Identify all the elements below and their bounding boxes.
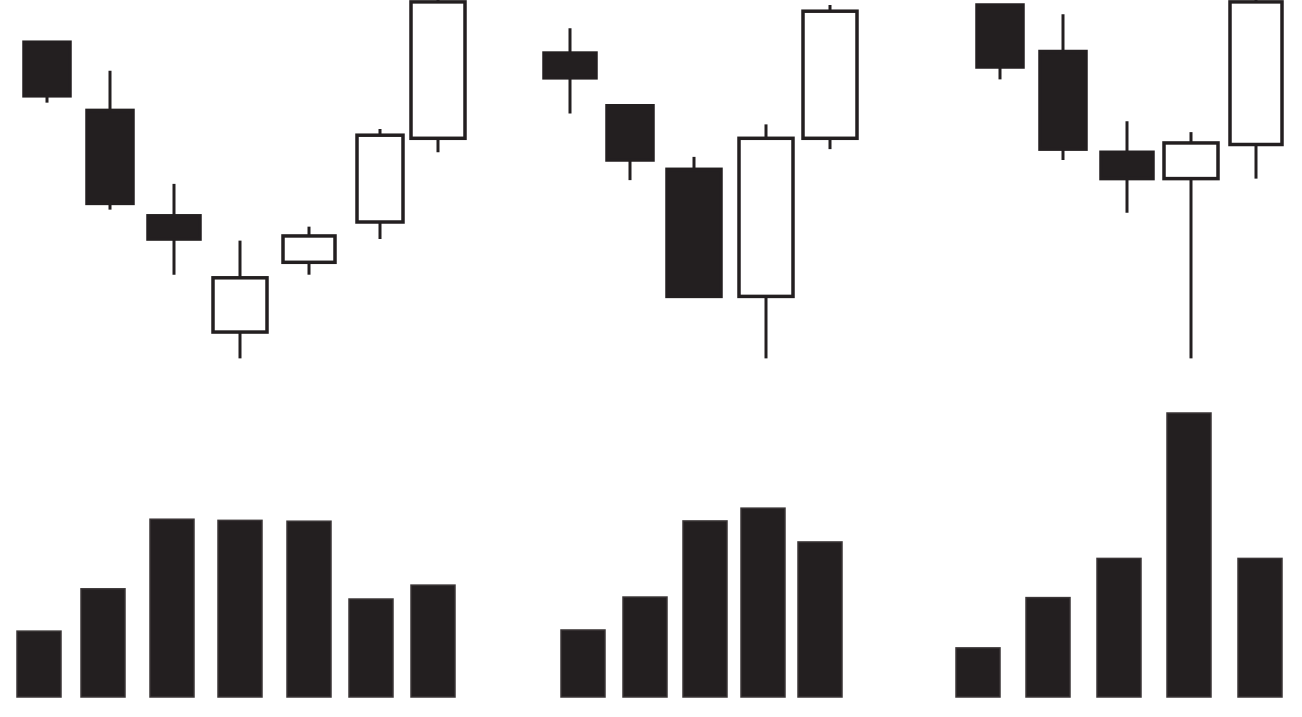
candle-right-4 xyxy=(1162,132,1220,359)
candlestick-chart-middle xyxy=(542,5,859,359)
volume-chart-middle xyxy=(560,507,843,698)
candle-left-6 xyxy=(355,129,405,240)
candle-body-up xyxy=(737,136,795,299)
candle-body-up xyxy=(409,0,467,141)
candle-right-5 xyxy=(1228,0,1284,179)
candlestick-panels xyxy=(22,0,1284,359)
volume-bar-left-3 xyxy=(149,518,195,698)
volume-bar-right-2 xyxy=(1025,596,1071,698)
candlestick-chart-left xyxy=(22,0,467,359)
candle-body-up xyxy=(355,133,405,224)
volume-bar-right-4 xyxy=(1166,412,1212,698)
volume-bar-middle-5 xyxy=(797,541,843,698)
candle-left-3 xyxy=(146,183,202,275)
volume-bar-middle-3 xyxy=(682,520,728,698)
candle-body-down xyxy=(665,167,723,299)
candle-body-up xyxy=(281,234,337,265)
volume-bar-left-1 xyxy=(16,630,62,698)
candle-middle-2 xyxy=(605,104,655,181)
volume-bar-right-1 xyxy=(955,647,1001,698)
volume-panels xyxy=(16,412,1283,698)
candle-body-up xyxy=(1228,0,1284,147)
candle-middle-5 xyxy=(801,5,859,150)
candle-body-down xyxy=(975,3,1025,69)
candle-right-2 xyxy=(1038,14,1088,160)
volume-chart-left xyxy=(16,518,456,698)
candlestick-chart-right xyxy=(975,0,1284,359)
volume-bar-middle-2 xyxy=(622,596,668,698)
candle-body-down xyxy=(1099,150,1155,181)
candle-middle-1 xyxy=(542,28,598,114)
candle-body-up xyxy=(801,9,859,141)
volume-chart-right xyxy=(955,412,1283,698)
candle-body-down xyxy=(85,108,135,206)
volume-bar-left-7 xyxy=(410,584,456,698)
volume-bar-left-4 xyxy=(217,519,263,698)
candle-middle-3 xyxy=(665,156,723,299)
candle-body-up xyxy=(1162,141,1220,181)
candle-body-down xyxy=(542,51,598,80)
volume-bar-right-5 xyxy=(1237,557,1283,698)
candle-middle-4 xyxy=(737,124,795,359)
volume-bar-left-6 xyxy=(348,598,394,698)
volume-bar-middle-1 xyxy=(560,629,606,698)
volume-bar-left-5 xyxy=(286,520,332,698)
volume-bar-left-2 xyxy=(80,588,126,698)
candle-body-up xyxy=(211,276,269,334)
candle-right-3 xyxy=(1099,121,1155,213)
candle-body-down xyxy=(22,40,72,98)
candle-body-down xyxy=(1038,49,1088,151)
candle-left-2 xyxy=(85,70,135,210)
volume-bar-middle-4 xyxy=(740,507,786,698)
candle-left-7 xyxy=(409,0,467,153)
candle-left-4 xyxy=(211,240,269,359)
candle-left-5 xyxy=(281,226,337,275)
candle-left-1 xyxy=(22,40,72,103)
candle-body-down xyxy=(605,104,655,162)
volume-bar-right-3 xyxy=(1096,557,1142,698)
candle-right-1 xyxy=(975,3,1025,80)
candle-body-down xyxy=(146,214,202,241)
